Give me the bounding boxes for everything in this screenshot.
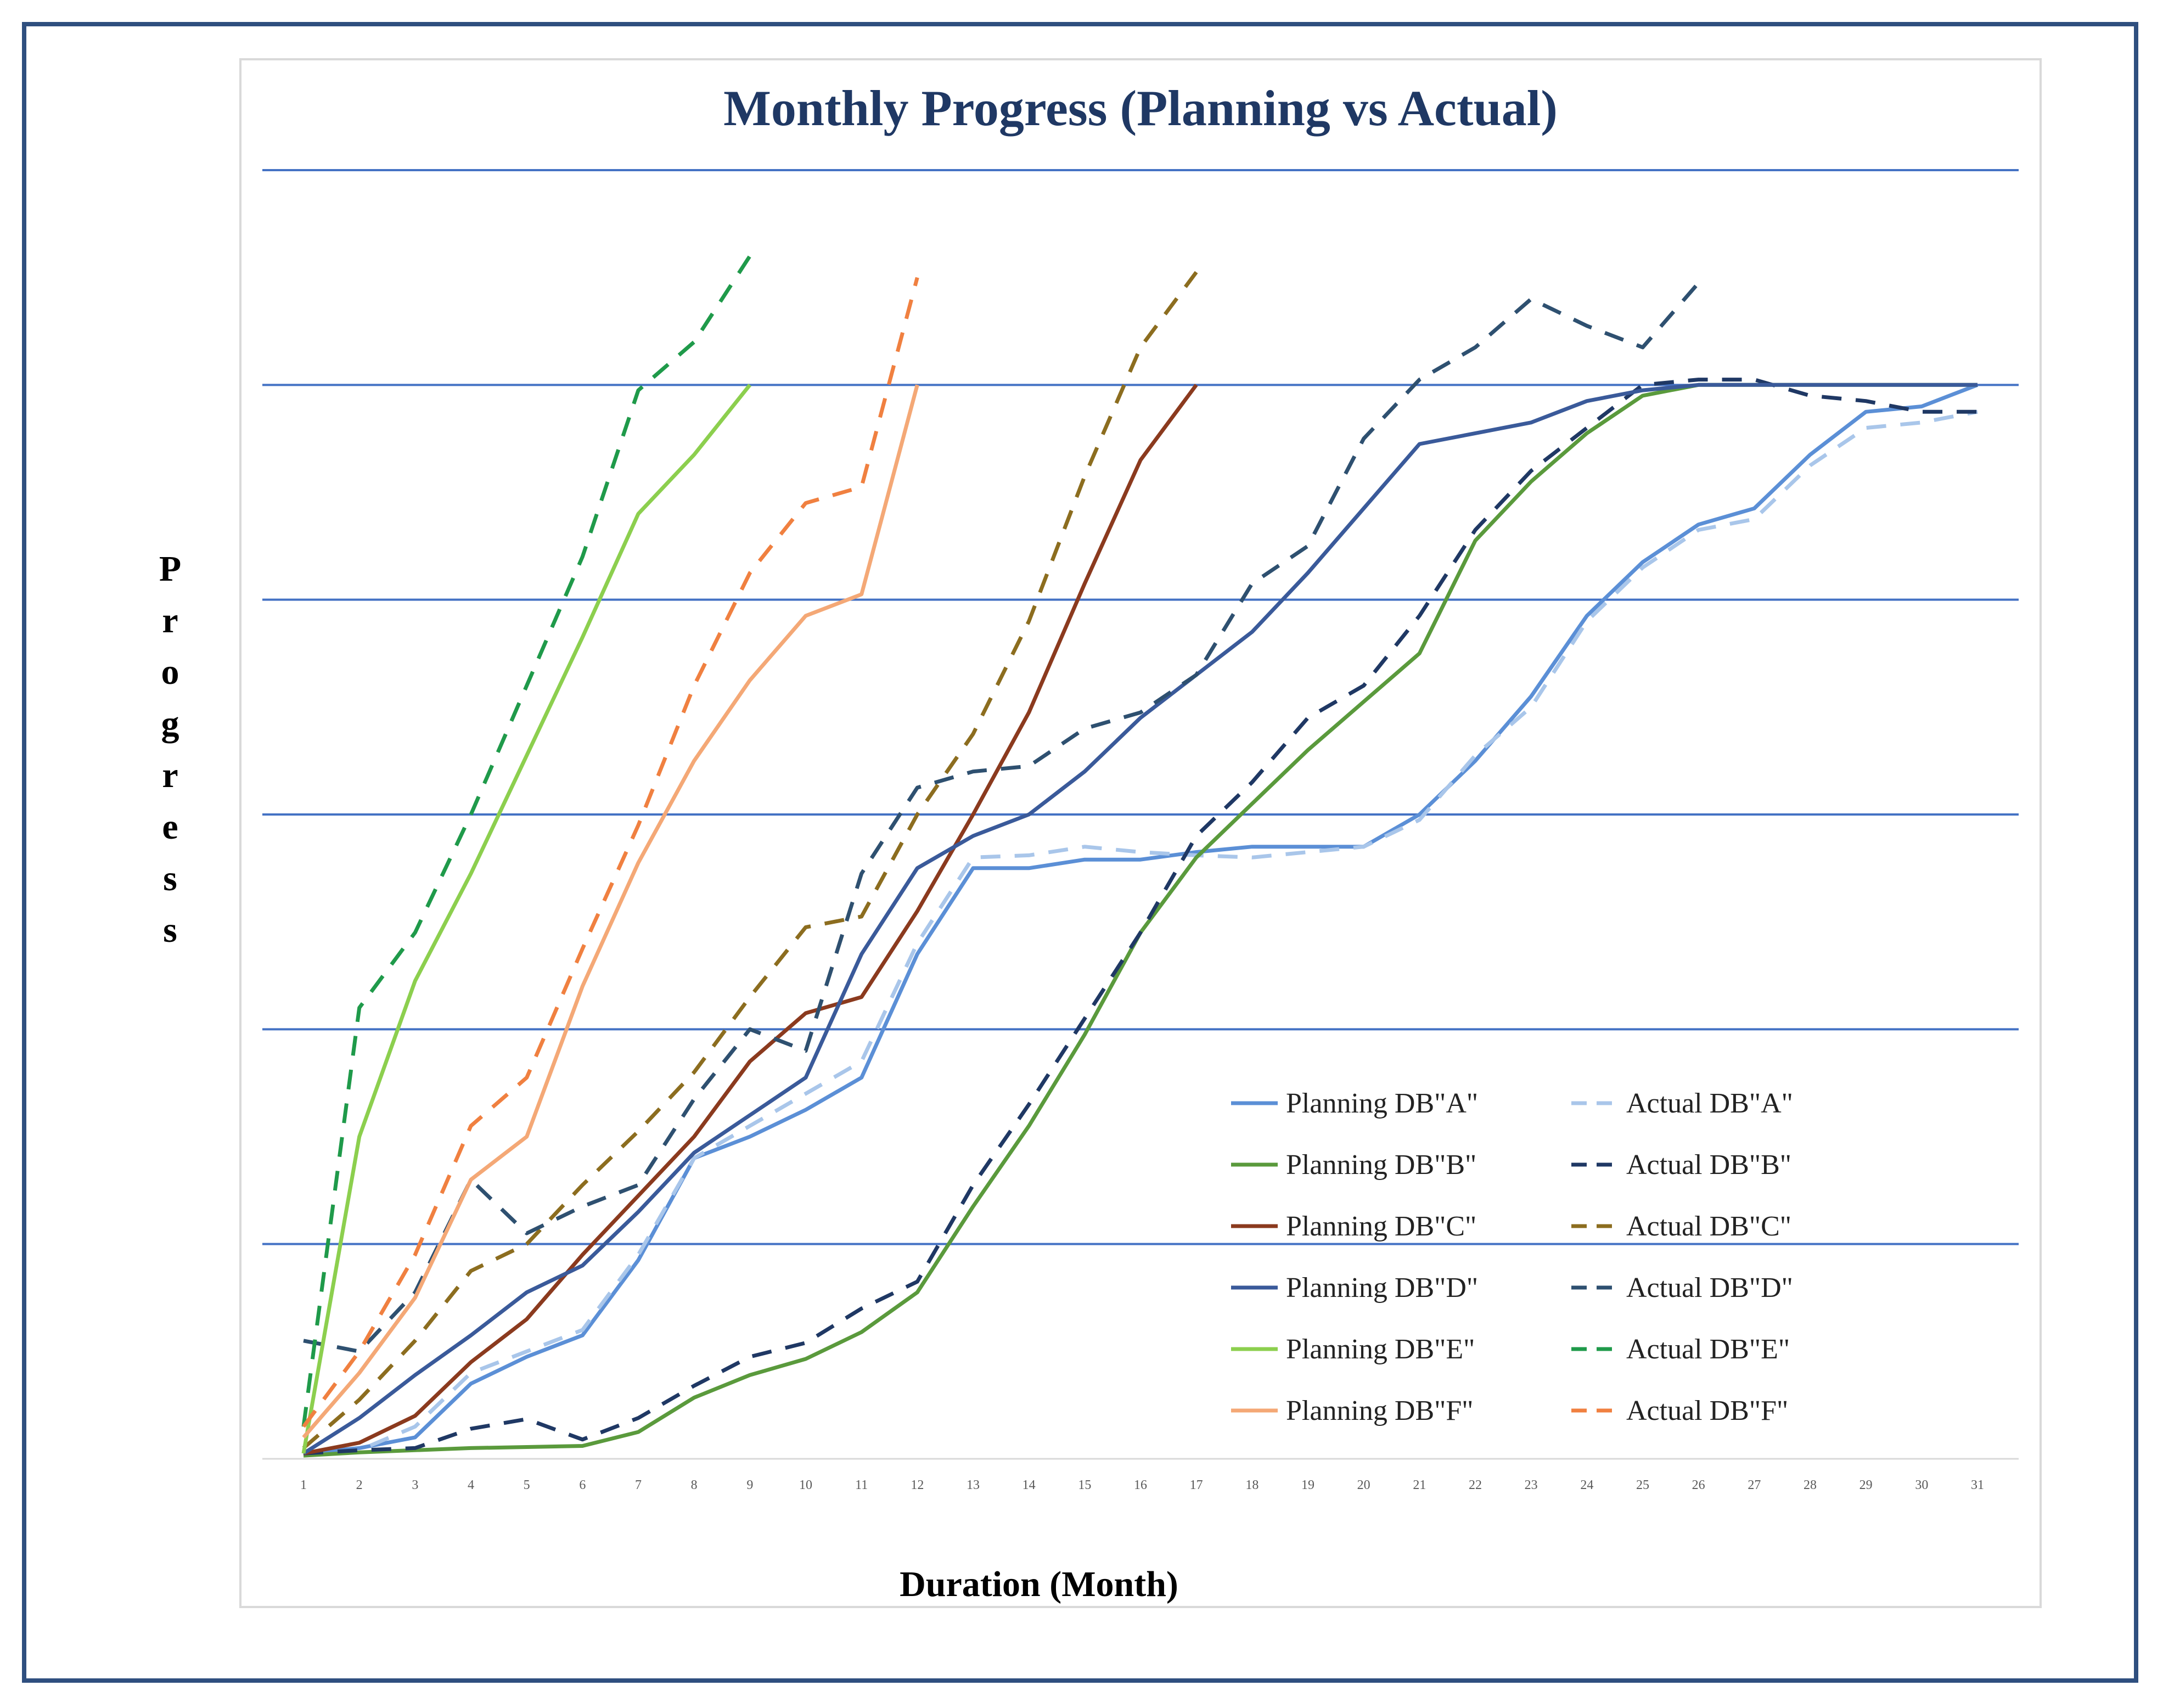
legend-label-4: Planning DB"C" (1286, 1211, 1476, 1242)
x-tick-label-24: 24 (1580, 1478, 1593, 1492)
chart-title: Monthly Progress (Planning vs Actual) (723, 80, 1558, 136)
x-tick-label-6: 6 (579, 1478, 586, 1492)
x-tick-label-25: 25 (1636, 1478, 1649, 1492)
x-tick-label-4: 4 (468, 1478, 474, 1492)
x-tick-label-12: 12 (911, 1478, 924, 1492)
x-tick-label-5: 5 (524, 1478, 530, 1492)
y-axis-title-letter-4: r (162, 755, 178, 795)
x-tick-label-29: 29 (1859, 1478, 1873, 1492)
x-tick-label-30: 30 (1915, 1478, 1928, 1492)
x-tick-label-27: 27 (1748, 1478, 1761, 1492)
x-tick-label-15: 15 (1078, 1478, 1091, 1492)
legend-label-10: Planning DB"F" (1286, 1395, 1474, 1426)
x-tick-label-17: 17 (1190, 1478, 1203, 1492)
y-axis-title-letter-1: r (162, 600, 178, 640)
y-axis-title-letter-5: e (162, 807, 178, 847)
series-line-11 (302, 277, 919, 1428)
x-tick-label-26: 26 (1692, 1478, 1705, 1492)
series-line-5 (302, 271, 1198, 1450)
legend-label-8: Planning DB"E" (1286, 1334, 1475, 1365)
y-axis-title-letter-3: g (161, 704, 179, 744)
x-tick-label-16: 16 (1134, 1478, 1147, 1492)
y-axis-title-letter-7: s (163, 910, 177, 950)
legend-label-2: Planning DB"B" (1286, 1149, 1476, 1181)
x-tick-label-11: 11 (855, 1478, 868, 1492)
series-line-8 (301, 384, 752, 1454)
series-line-1 (303, 409, 1978, 1458)
x-axis: 1 2 3 4 5 6 7 8 9 10 11 12 13 14 15 16 17 18 19 20 21 22 23 24 2… (262, 1458, 2019, 1492)
legend-label-11: Actual DB"F" (1626, 1395, 1788, 1426)
x-tick-label-1: 1 (300, 1478, 307, 1492)
legend: Planning DB"A" Actual DB"A" Planning DB"B"… (1231, 1088, 1793, 1426)
x-tick-label-14: 14 (1022, 1478, 1036, 1492)
x-tick-label-18: 18 (1245, 1478, 1259, 1492)
plot-area-border (239, 58, 2042, 1608)
series-line-3 (303, 378, 1977, 1456)
x-tick-label-19: 19 (1301, 1478, 1314, 1492)
series-line-10 (302, 384, 919, 1439)
y-axis-title-letter-6: s (163, 858, 177, 898)
legend-label-7: Actual DB"D" (1626, 1272, 1793, 1304)
x-tick-label-3: 3 (412, 1478, 418, 1492)
x-tick-label-9: 9 (746, 1478, 753, 1492)
x-tick-label-8: 8 (691, 1478, 698, 1492)
x-tick-label-21: 21 (1413, 1478, 1426, 1492)
series-line-9 (301, 255, 752, 1427)
gridlines (262, 169, 2019, 1245)
legend-label-0: Planning DB"A" (1286, 1088, 1478, 1119)
x-tick-label-13: 13 (967, 1478, 980, 1492)
y-axis-title-letter-2: o (161, 652, 179, 692)
x-tick-label-2: 2 (356, 1478, 363, 1492)
x-axis-title: Duration (Month) (900, 1564, 1178, 1604)
x-tick-label-7: 7 (635, 1478, 642, 1492)
legend-label-5: Actual DB"C" (1626, 1211, 1791, 1242)
y-axis-title: Progress (159, 549, 181, 950)
x-tick-label-28: 28 (1804, 1478, 1817, 1492)
x-tick-label-10: 10 (799, 1478, 812, 1492)
legend-label-6: Planning DB"D" (1286, 1272, 1478, 1304)
x-tick-label-22: 22 (1469, 1478, 1482, 1492)
x-tick-label-31: 31 (1971, 1478, 1984, 1492)
series-line-6 (302, 383, 1977, 1456)
legend-label-1: Actual DB"A" (1626, 1088, 1793, 1119)
legend-label-9: Actual DB"E" (1626, 1334, 1790, 1365)
x-tick-label-20: 20 (1357, 1478, 1370, 1492)
series-line-4 (303, 384, 1198, 1456)
y-axis-title-letter-0: P (159, 549, 181, 589)
legend-label-3: Actual DB"B" (1626, 1149, 1791, 1181)
series-line-7 (303, 282, 1700, 1353)
x-tick-label-23: 23 (1525, 1478, 1538, 1492)
series-lines (301, 255, 1979, 1458)
series-line-0 (303, 383, 1979, 1456)
